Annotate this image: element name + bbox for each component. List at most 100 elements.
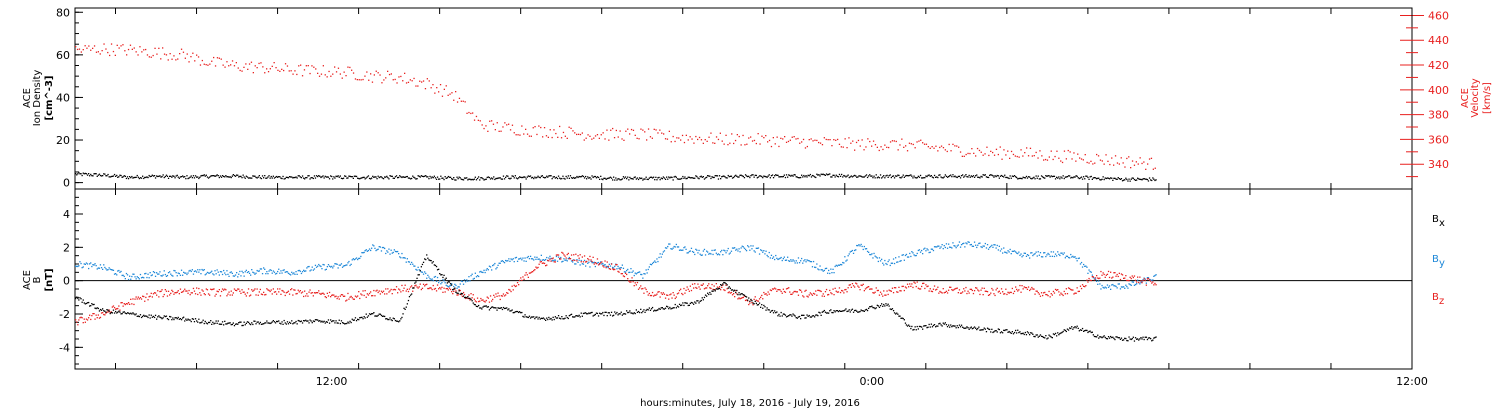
by-point <box>849 251 851 253</box>
by-point <box>1002 252 1004 254</box>
bottom-left-axis-title-line3: [nT] <box>44 268 55 291</box>
by-point <box>1131 281 1133 283</box>
bx-point <box>769 311 771 313</box>
by-point <box>869 253 871 256</box>
bz-point <box>443 287 445 289</box>
ion-density-point <box>276 175 278 178</box>
velocity-point <box>341 77 343 79</box>
velocity-point <box>1096 153 1098 156</box>
by-point <box>319 265 321 267</box>
velocity-point <box>543 127 546 129</box>
by-point <box>973 241 976 243</box>
by-point <box>706 250 708 252</box>
by-point <box>473 277 475 280</box>
bz-point <box>449 288 452 291</box>
bx-point <box>646 308 648 311</box>
velocity-point <box>1041 155 1043 157</box>
ion-density-point <box>806 176 808 178</box>
bz-point <box>619 268 621 271</box>
bz-point <box>1146 278 1149 280</box>
ion-density-point <box>580 176 582 178</box>
ion-density-point <box>803 174 805 177</box>
bz-point <box>293 289 295 291</box>
bx-point <box>792 313 794 315</box>
velocity-point <box>1097 155 1100 157</box>
ion-density-point <box>1037 175 1039 177</box>
by-point <box>121 274 123 277</box>
ion-density-point <box>95 173 97 175</box>
bx-point <box>663 308 666 310</box>
ion-density-point <box>1126 178 1128 181</box>
bx-point <box>589 312 591 315</box>
bz-point <box>946 292 949 294</box>
by-point <box>377 248 379 250</box>
velocity-point <box>973 152 975 154</box>
bz-point <box>1154 282 1156 285</box>
by-point <box>735 249 737 251</box>
by-point <box>1056 255 1058 257</box>
ion-density-point <box>1051 175 1053 178</box>
by-point <box>622 267 625 269</box>
legend-bx: B x <box>1432 214 1445 229</box>
ion-density-point <box>633 176 635 179</box>
bx-point <box>552 316 554 318</box>
bz-point <box>1058 291 1060 293</box>
ion-density-point <box>473 178 475 180</box>
velocity-point <box>623 139 625 141</box>
bx-point <box>102 308 104 310</box>
by-point <box>663 250 666 252</box>
bx-point <box>365 313 367 315</box>
ion-density-point <box>970 175 972 177</box>
by-point <box>1125 284 1127 286</box>
bz-point <box>833 294 835 296</box>
bz-point <box>923 282 925 284</box>
bz-point <box>969 288 971 290</box>
bx-point <box>357 318 359 320</box>
velocity-point <box>598 137 600 139</box>
ion-density-point <box>1143 178 1145 180</box>
bz-point <box>1056 289 1058 291</box>
by-point <box>710 253 712 255</box>
bz-point <box>1096 275 1098 277</box>
bx-point <box>301 322 304 324</box>
ion-density-point <box>539 177 541 179</box>
ion-density-point <box>1127 180 1129 182</box>
by-point <box>900 260 902 262</box>
bx-point <box>593 314 595 316</box>
velocity-point <box>1007 150 1009 152</box>
bz-point <box>508 288 510 291</box>
velocity-point <box>409 79 411 81</box>
bz-point <box>111 306 113 308</box>
bz-point <box>1003 293 1005 295</box>
ion-density-point <box>596 176 599 178</box>
bx-point <box>1042 336 1044 338</box>
velocity-point <box>109 54 111 57</box>
bz-point <box>720 289 722 291</box>
bz-point <box>1069 287 1071 290</box>
bz-point <box>760 296 762 298</box>
bz-point <box>306 293 308 295</box>
bx-point <box>467 296 469 298</box>
ion-density-point <box>212 175 214 177</box>
bx-point <box>409 294 412 296</box>
bz-point <box>677 292 680 294</box>
bx-point <box>1138 339 1140 341</box>
bx-point <box>81 301 83 303</box>
by-point <box>81 267 83 269</box>
bx-point <box>994 330 996 332</box>
ion-density-point <box>935 176 937 178</box>
by-point <box>347 262 349 264</box>
ion-density-point <box>145 176 147 179</box>
by-point <box>1146 277 1149 279</box>
ion-density-point <box>421 175 424 177</box>
by-point <box>331 265 333 268</box>
ion-density-point <box>641 177 643 179</box>
by-point <box>1070 253 1072 256</box>
bx-point <box>106 309 108 311</box>
bz-point <box>879 291 882 293</box>
bx-point <box>89 305 91 307</box>
bz-point <box>862 283 864 285</box>
bx-point <box>156 318 158 320</box>
by-point <box>568 256 570 259</box>
bz-point <box>1045 293 1047 296</box>
